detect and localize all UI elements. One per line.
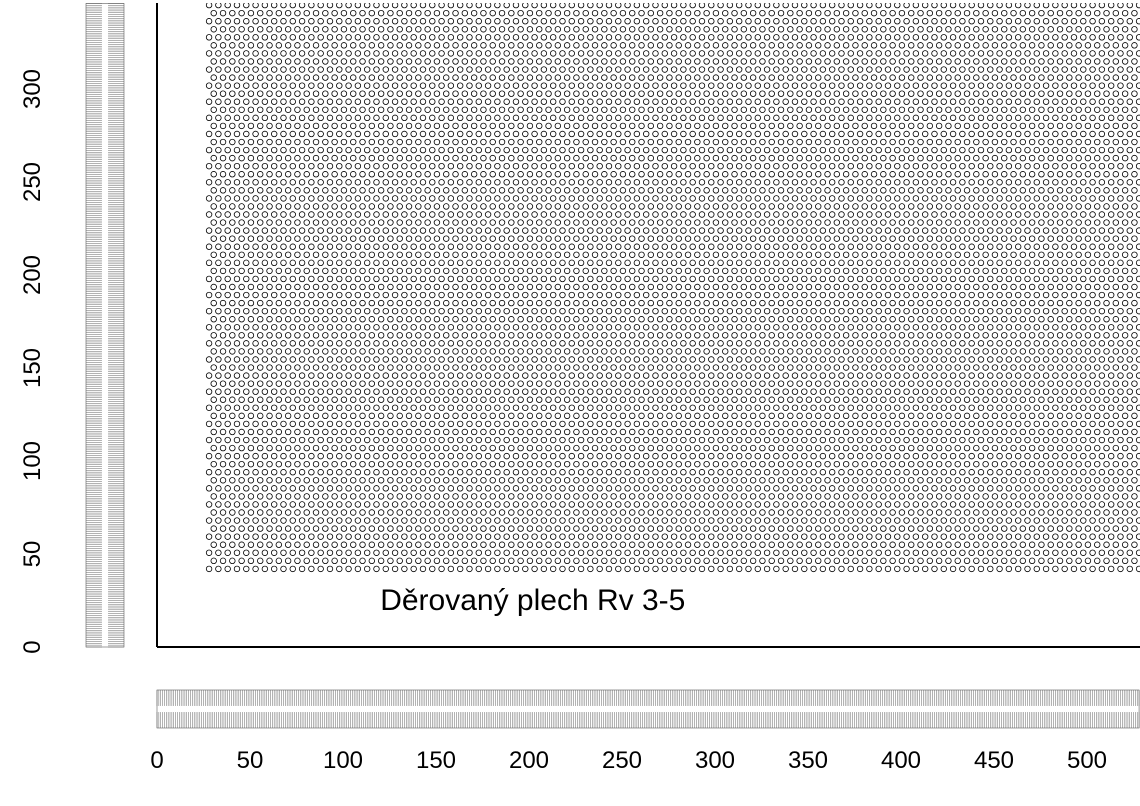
x-ruler-label: 300 [695,747,735,774]
x-ruler-label: 250 [602,747,642,774]
y-ruler-label: 300 [19,69,46,109]
x-ruler-label: 450 [974,747,1014,774]
x-ruler-label: 0 [150,747,163,774]
x-ruler-label: 200 [509,747,549,774]
y-ruler-label: 150 [19,348,46,388]
x-ruler-label: 100 [323,747,363,774]
y-ruler-label: 0 [19,640,46,653]
diagram-canvas: Děrovaný plech Rv 3-5 0 50 100 150 200 250 300 3… [0,0,1140,806]
x-ruler-label: 400 [881,747,921,774]
y-ruler-label: 250 [19,162,46,202]
diagram-title: Děrovaný plech Rv 3-5 [380,584,685,617]
diagram-svg: Děrovaný plech Rv 3-5 0 50 100 150 200 250 300 3… [0,0,1140,806]
y-ruler-label: 50 [19,541,46,568]
x-ruler-label: 350 [788,747,828,774]
x-ruler-label: 50 [237,747,264,774]
x-ruler-label: 150 [416,747,456,774]
y-ruler-label: 100 [19,441,46,481]
y-ruler-label: 200 [19,255,46,295]
x-ruler-label: 500 [1067,747,1107,774]
